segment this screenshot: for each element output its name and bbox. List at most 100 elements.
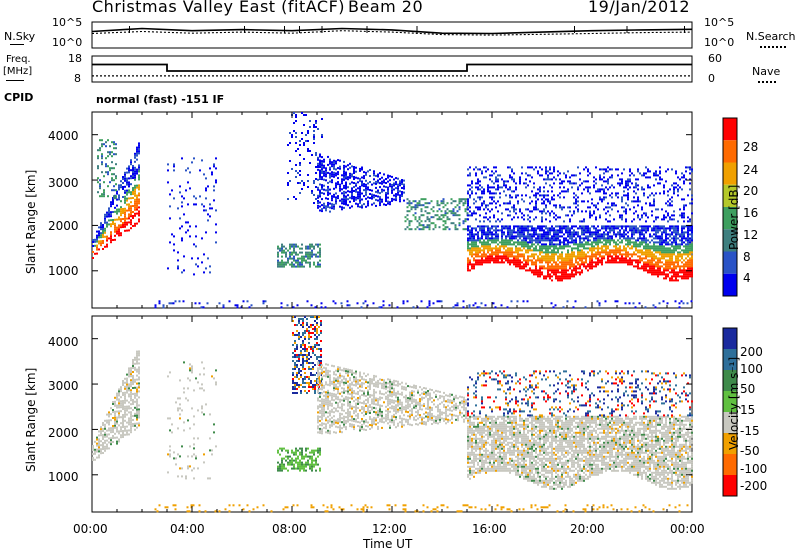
power-cell bbox=[497, 239, 499, 242]
power-cell bbox=[607, 237, 609, 240]
power-cell bbox=[483, 247, 485, 250]
power-cell bbox=[665, 231, 667, 234]
power-cell bbox=[493, 166, 495, 169]
power-cell bbox=[595, 229, 597, 232]
power-cell bbox=[97, 149, 99, 152]
power-cell bbox=[599, 190, 601, 193]
power-cell bbox=[599, 233, 601, 236]
noise-ytick-right-bottom: 10^0 bbox=[704, 36, 735, 49]
power-cell bbox=[657, 237, 659, 240]
power-cell bbox=[399, 182, 401, 185]
power-cell bbox=[116, 232, 118, 235]
velocity-cell bbox=[104, 441, 106, 444]
velocity-cell bbox=[136, 418, 138, 421]
power-cell bbox=[501, 243, 503, 246]
power-cell bbox=[297, 263, 299, 266]
power-cell bbox=[499, 255, 501, 258]
power-cell bbox=[619, 214, 621, 217]
power-cell bbox=[509, 200, 511, 203]
power-cell bbox=[314, 306, 317, 309]
power-cell bbox=[529, 202, 531, 205]
power-cell bbox=[585, 261, 587, 264]
power-cell bbox=[317, 186, 319, 189]
power-cell bbox=[527, 249, 529, 252]
power-cell bbox=[579, 241, 581, 244]
velocity-cell bbox=[102, 434, 104, 436]
power-cell bbox=[683, 182, 685, 185]
power-cell bbox=[529, 196, 531, 199]
power-cell bbox=[481, 229, 483, 232]
power-cell bbox=[303, 114, 305, 116]
power-cell bbox=[561, 271, 563, 274]
velocity-cell bbox=[175, 457, 177, 460]
power-cell bbox=[519, 235, 521, 238]
power-cell bbox=[320, 302, 323, 305]
power-cell bbox=[547, 257, 549, 260]
power-cell bbox=[583, 253, 585, 256]
velocity-cell bbox=[195, 455, 197, 458]
power-cell bbox=[621, 235, 623, 238]
power-cell bbox=[607, 227, 609, 230]
power-cell bbox=[442, 224, 445, 227]
power-cell bbox=[687, 271, 689, 274]
power-cell bbox=[128, 205, 130, 208]
power-cell bbox=[412, 200, 415, 203]
velocity-cell bbox=[118, 392, 120, 395]
power-cell bbox=[454, 228, 457, 231]
power-cell bbox=[683, 273, 685, 276]
power-cell bbox=[545, 245, 547, 248]
power-cell bbox=[471, 263, 473, 266]
power-cell bbox=[609, 231, 611, 234]
power-cell bbox=[559, 261, 561, 264]
power-cell bbox=[487, 225, 489, 228]
power-cell bbox=[124, 175, 126, 178]
power-cell bbox=[627, 235, 629, 238]
power-cell bbox=[475, 243, 477, 246]
power-cell bbox=[579, 220, 581, 223]
power-cell bbox=[108, 237, 110, 240]
power-cell bbox=[319, 205, 321, 208]
velocity-cell bbox=[138, 422, 140, 425]
velocity-cell bbox=[124, 413, 126, 416]
power-cell bbox=[625, 186, 627, 189]
velocity-cell bbox=[136, 388, 138, 391]
power-cell bbox=[503, 202, 505, 205]
velocity-cell bbox=[136, 408, 138, 411]
power-cell bbox=[585, 255, 587, 258]
power-cell bbox=[130, 227, 132, 230]
power-cell bbox=[561, 255, 563, 258]
power-cell bbox=[497, 251, 499, 254]
power-cell bbox=[671, 261, 673, 264]
power-cell bbox=[597, 208, 599, 211]
power-cell bbox=[675, 170, 677, 173]
power-cell bbox=[641, 216, 643, 219]
power-cell bbox=[371, 203, 373, 206]
power-cell bbox=[293, 255, 295, 258]
power-cell bbox=[329, 174, 331, 177]
power-cell bbox=[287, 257, 289, 260]
power-cell bbox=[595, 239, 597, 242]
velocity-cell bbox=[189, 379, 191, 382]
power-cell bbox=[115, 153, 117, 156]
power-cell bbox=[527, 214, 529, 217]
velocity-cell bbox=[130, 375, 132, 378]
power-cell bbox=[479, 247, 481, 250]
power-cell bbox=[509, 259, 511, 262]
power-cell bbox=[601, 168, 603, 171]
power-cell bbox=[569, 253, 571, 256]
power-cell bbox=[279, 261, 281, 264]
power-cell bbox=[627, 188, 629, 191]
velocity-cell bbox=[130, 379, 132, 382]
power-cell bbox=[605, 168, 607, 171]
power-cell bbox=[583, 233, 585, 236]
power-cell bbox=[605, 247, 607, 250]
power-cell bbox=[345, 173, 347, 176]
velocity-cell bbox=[110, 443, 112, 446]
power-cell bbox=[541, 273, 543, 276]
power-cell bbox=[519, 243, 521, 246]
power-cell bbox=[607, 235, 609, 238]
power-cell bbox=[333, 207, 335, 210]
power-cell bbox=[527, 243, 529, 246]
power-cell bbox=[317, 255, 319, 258]
power-cell bbox=[481, 190, 483, 193]
